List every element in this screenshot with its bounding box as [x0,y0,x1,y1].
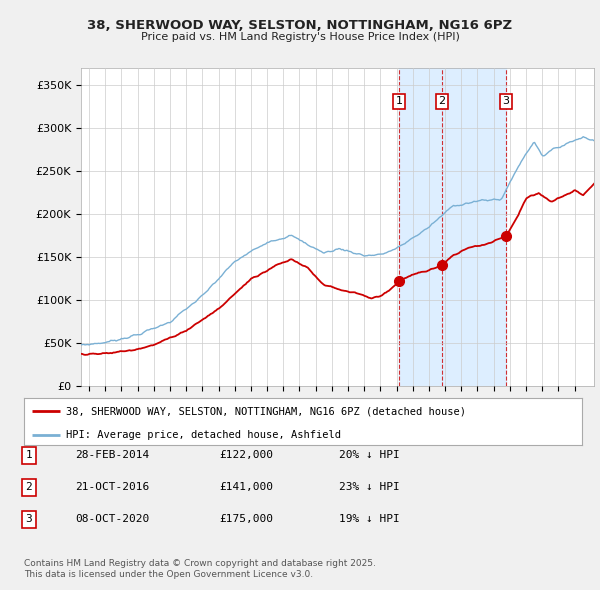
Text: 1: 1 [395,96,403,106]
Bar [399,68,506,386]
Text: 28-FEB-2014: 28-FEB-2014 [75,451,149,460]
Text: £122,000: £122,000 [219,451,273,460]
Text: 21-OCT-2016: 21-OCT-2016 [75,483,149,492]
Text: £175,000: £175,000 [219,514,273,524]
Text: HPI: Average price, detached house, Ashfield: HPI: Average price, detached house, Ashf… [66,430,341,440]
Text: 19% ↓ HPI: 19% ↓ HPI [339,514,400,524]
Text: 08-OCT-2020: 08-OCT-2020 [75,514,149,524]
Text: 20% ↓ HPI: 20% ↓ HPI [339,451,400,460]
Text: 2: 2 [439,96,446,106]
Text: Contains HM Land Registry data © Crown copyright and database right 2025.: Contains HM Land Registry data © Crown c… [24,559,376,568]
Text: £141,000: £141,000 [219,483,273,492]
Text: 3: 3 [25,514,32,524]
Text: 38, SHERWOOD WAY, SELSTON, NOTTINGHAM, NG16 6PZ (detached house): 38, SHERWOOD WAY, SELSTON, NOTTINGHAM, N… [66,407,466,417]
Text: 2: 2 [25,483,32,492]
Text: 1: 1 [25,451,32,460]
Text: 23% ↓ HPI: 23% ↓ HPI [339,483,400,492]
Text: 38, SHERWOOD WAY, SELSTON, NOTTINGHAM, NG16 6PZ: 38, SHERWOOD WAY, SELSTON, NOTTINGHAM, N… [88,19,512,32]
Text: This data is licensed under the Open Government Licence v3.0.: This data is licensed under the Open Gov… [24,571,313,579]
Text: Price paid vs. HM Land Registry's House Price Index (HPI): Price paid vs. HM Land Registry's House … [140,32,460,42]
Text: 3: 3 [503,96,509,106]
